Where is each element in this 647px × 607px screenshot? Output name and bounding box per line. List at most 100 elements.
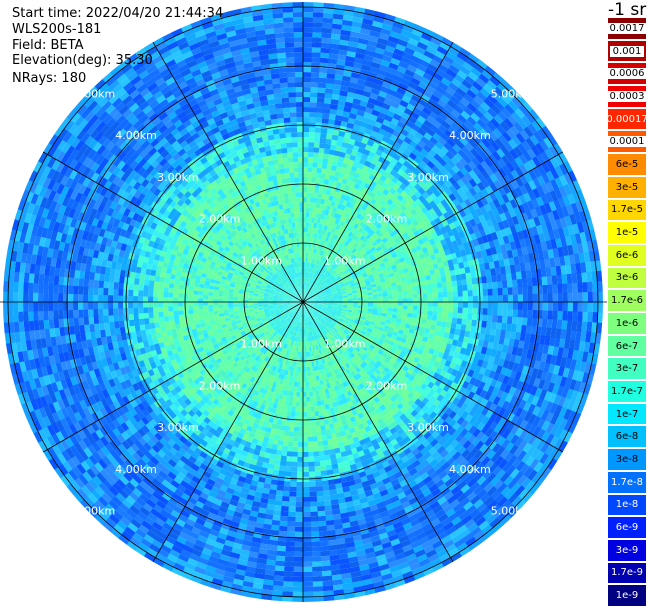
range-gate-cell [188,297,194,302]
range-gate-cell [437,311,443,317]
range-gate-cell [286,290,291,294]
range-gate-cell [302,431,308,437]
range-gate-cell [311,293,316,297]
range-gate-cell [304,306,307,312]
range-gate-cell [305,293,310,299]
range-gate-cell [178,305,184,311]
range-gate-cell [291,314,295,319]
range-gate-cell [293,431,299,437]
range-gate-cell [292,202,297,208]
range-gate-cell [299,287,301,293]
range-gate-cell [312,304,318,306]
range-gate-cell [432,311,438,317]
range-gate-cell [292,309,297,314]
range-gate-cell [432,302,438,307]
range-gate-cell [248,303,254,306]
range-gate-cell [290,307,295,311]
range-gate-cell [284,172,291,179]
range-gate-cell [303,300,308,302]
range-gate-cell [294,296,299,300]
range-gate-cell [300,292,302,298]
range-gate-cell [298,411,303,417]
range-gate-cell [422,306,428,311]
range-gate-cell [307,311,310,316]
range-gate-cell [291,308,296,312]
range-gate-cell [308,315,312,321]
range-gate-cell [298,306,301,312]
range-gate-cell [427,297,433,303]
range-gate-cell [298,292,302,298]
range-gate-cell [303,292,305,298]
range-gate-cell [412,298,418,303]
range-gate-cell [397,291,403,296]
range-gate-cell [312,306,317,309]
range-gate-cell [304,292,307,298]
range-gate-cell [307,299,313,301]
range-gate-cell [284,293,290,296]
range-gate-cell [306,288,310,293]
range-gate-cell [258,303,264,306]
range-gate-cell [302,292,303,297]
range-gate-cell [432,292,438,298]
range-gate-cell [303,187,308,193]
range-gate-cell [173,288,179,294]
range-gate-cell [173,301,179,307]
range-gate-cell [293,297,299,301]
range-gate-cell [432,287,438,294]
range-gate-cell [304,306,308,312]
range-gate-cell [304,316,306,322]
range-gate-cell [293,315,297,320]
range-gate-cell [218,307,224,311]
range-gate-cell [198,298,204,302]
range-gate-cell [312,303,318,305]
range-gate-cell [288,298,294,300]
range-gate-cell [300,316,302,322]
range-gate-cell [303,167,308,173]
range-gate-cell [308,309,313,315]
range-gate-cell [306,305,310,310]
range-gate-cell [188,289,194,295]
range-gate-cell [288,167,295,173]
range-gate-cell [306,391,310,397]
range-gate-cell [289,295,294,299]
range-gate-cell [302,421,308,427]
range-gate-cell [287,187,292,194]
range-gate-cell [289,305,294,309]
range-gate-cell [304,316,306,322]
range-gate-cell [309,391,313,397]
range-gate-cell [306,187,312,193]
range-gate-cell [422,297,428,303]
range-gate-cell [295,197,300,203]
range-gate-cell [306,207,310,213]
range-gate-cell [311,295,317,298]
range-gate-cell [295,305,300,309]
range-gate-cell [198,305,204,310]
range-gate-cell [223,296,229,300]
range-gate-cell [407,294,413,299]
range-gate-cell [307,177,312,183]
range-gate-cell [288,303,294,305]
range-gate-cell [307,304,313,307]
range-gate-cell [307,310,310,316]
range-gate-cell [306,304,312,309]
range-gate-cell [290,285,295,291]
range-gate-cell [299,257,302,263]
range-gate-cell [407,309,413,314]
range-gate-cell [295,283,298,289]
range-gate-cell [422,310,428,316]
range-gate-cell [291,291,296,296]
range-gate-cell [306,416,312,422]
range-gate-cell [427,310,433,316]
range-gate-cell [291,292,296,296]
range-gate-cell [283,305,289,308]
range-gate-cell [305,311,308,317]
range-gate-cell [427,302,433,307]
range-gate-cell [288,288,293,292]
range-gate-cell [387,292,393,297]
range-gate-cell [178,310,184,316]
range-gate-cell [289,313,294,318]
range-gate-cell [307,371,311,377]
range-gate-cell [295,315,298,321]
range-gate-cell [288,298,294,301]
range-gate-cell [284,306,289,309]
